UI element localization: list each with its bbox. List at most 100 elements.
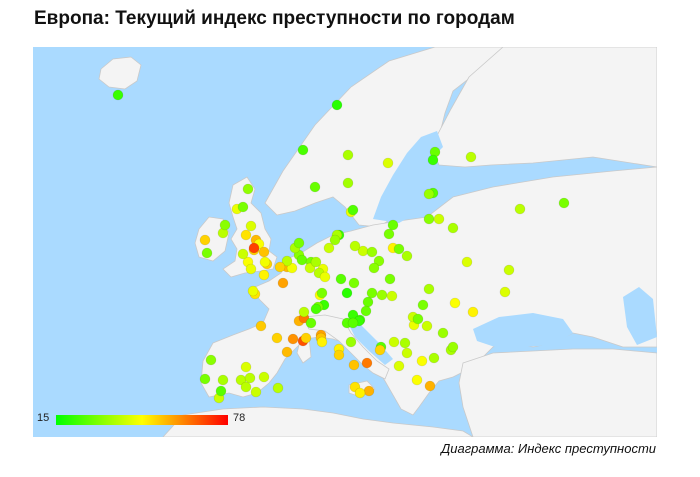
city-marker-dublin[interactable] — [199, 234, 211, 246]
city-marker-ghent[interactable] — [281, 255, 293, 267]
city-marker-zaragoza[interactable] — [244, 372, 256, 384]
city-marker-hanover[interactable] — [329, 234, 341, 246]
city-marker-oslo[interactable] — [342, 149, 354, 161]
city-marker-dusseldorf[interactable] — [310, 256, 322, 268]
city-marker-lille[interactable] — [274, 261, 286, 273]
europe-map[interactable] — [33, 47, 657, 437]
city-marker-stuttgart[interactable] — [316, 287, 328, 299]
city-marker-uppsala[interactable] — [342, 177, 354, 189]
city-marker-rennes[interactable] — [247, 285, 259, 297]
city-marker-saint-petersburg[interactable] — [465, 151, 477, 163]
city-marker-tallinn[interactable] — [423, 213, 435, 225]
city-marker-alicante[interactable] — [250, 386, 262, 398]
city-marker-poznan[interactable] — [366, 246, 378, 258]
city-marker-london[interactable] — [258, 246, 270, 258]
city-marker-tirana[interactable] — [393, 360, 405, 372]
city-marker-timisoara[interactable] — [412, 313, 424, 325]
city-marker-plovdiv[interactable] — [428, 352, 440, 364]
city-marker-nizhny-novgorod[interactable] — [558, 197, 570, 209]
city-marker-galway[interactable] — [201, 247, 213, 259]
city-marker-zagreb[interactable] — [360, 305, 372, 317]
city-marker-lviv[interactable] — [423, 283, 435, 295]
city-marker-stockholm[interactable] — [382, 157, 394, 169]
city-marker-edinburgh[interactable] — [242, 183, 254, 195]
city-marker-vienna[interactable] — [362, 296, 374, 308]
city-marker-montpellier[interactable] — [287, 333, 299, 345]
city-marker-copenhagen[interactable] — [347, 204, 359, 216]
city-marker-venice[interactable] — [345, 336, 357, 348]
city-marker-minsk[interactable] — [387, 219, 399, 231]
city-marker-bergen[interactable] — [297, 144, 309, 156]
city-marker-antwerp[interactable] — [286, 262, 298, 274]
city-marker-nuremberg[interactable] — [335, 273, 347, 285]
city-marker-gdansk[interactable] — [383, 228, 395, 240]
city-marker-southampton[interactable] — [245, 263, 257, 275]
map-area[interactable]: 15 78 — [33, 47, 657, 437]
city-marker-thessaloniki[interactable] — [411, 374, 423, 386]
city-marker-bremen[interactable] — [323, 242, 335, 254]
city-marker-kharkiv[interactable] — [503, 264, 515, 276]
city-marker-stavanger[interactable] — [309, 181, 321, 193]
city-marker-toulouse[interactable] — [271, 332, 283, 344]
city-marker-kaunas[interactable] — [447, 222, 459, 234]
city-marker-wroclaw[interactable] — [368, 262, 380, 274]
city-marker-bern[interactable] — [310, 303, 322, 315]
city-marker-odesa[interactable] — [467, 306, 479, 318]
city-marker-florence[interactable] — [333, 349, 345, 361]
city-marker-valletta[interactable] — [354, 387, 366, 399]
city-marker-valencia[interactable] — [258, 371, 270, 383]
city-marker-cluj-napoca[interactable] — [417, 299, 429, 311]
city-marker-faro[interactable] — [215, 385, 227, 397]
city-marker-riga[interactable] — [433, 213, 445, 225]
city-marker-prague[interactable] — [348, 277, 360, 289]
city-marker-newcastle[interactable] — [245, 220, 257, 232]
city-marker-athens[interactable] — [424, 380, 436, 392]
city-marker-dnipro[interactable] — [499, 286, 511, 298]
city-marker-lodz[interactable] — [401, 250, 413, 262]
city-marker-trondheim[interactable] — [331, 99, 343, 111]
city-marker-podgorica[interactable] — [399, 337, 411, 349]
city-marker-bordeaux[interactable] — [255, 320, 267, 332]
city-marker-reykjavik[interactable] — [112, 89, 124, 101]
city-marker-rouen[interactable] — [258, 269, 270, 281]
city-marker-paris[interactable] — [277, 277, 289, 289]
city-marker-bilbao[interactable] — [217, 374, 229, 386]
city-marker-turin[interactable] — [300, 332, 312, 344]
city-marker-lisbon[interactable] — [199, 373, 211, 385]
city-marker-bucharest[interactable] — [421, 320, 433, 332]
city-marker-sarajevo[interactable] — [388, 336, 400, 348]
city-marker-leeds[interactable] — [240, 229, 252, 241]
city-marker-brighton[interactable] — [259, 256, 271, 268]
city-marker-aberdeen[interactable] — [237, 201, 249, 213]
city-marker-madrid[interactable] — [240, 361, 252, 373]
city-marker-skopje[interactable] — [401, 347, 413, 359]
city-marker-palma[interactable] — [272, 382, 284, 394]
city-marker-krakow[interactable] — [384, 273, 396, 285]
city-marker-geneva[interactable] — [298, 306, 310, 318]
city-marker-naples[interactable] — [361, 357, 373, 369]
city-marker-varna[interactable] — [447, 341, 459, 353]
city-marker-moscow[interactable] — [514, 203, 526, 215]
city-marker-barcelona[interactable] — [281, 346, 293, 358]
city-marker-munich[interactable] — [341, 287, 353, 299]
city-marker-catania[interactable] — [363, 385, 375, 397]
city-marker-warsaw[interactable] — [393, 243, 405, 255]
city-marker-genoa[interactable] — [316, 336, 328, 348]
city-marker-cork[interactable] — [219, 219, 231, 231]
city-marker-brno[interactable] — [366, 287, 378, 299]
city-marker-tampere[interactable] — [427, 154, 439, 166]
city-marker-dresden[interactable] — [373, 255, 385, 267]
city-marker-leipzig[interactable] — [349, 240, 361, 252]
city-marker-vilnius[interactable] — [423, 188, 435, 200]
city-marker-porto[interactable] — [205, 354, 217, 366]
city-marker-sofia[interactable] — [416, 355, 428, 367]
city-marker-frankfurt[interactable] — [319, 271, 331, 283]
city-marker-bratislava[interactable] — [376, 289, 388, 301]
city-marker-chisinau[interactable] — [449, 297, 461, 309]
city-marker-iasi[interactable] — [437, 327, 449, 339]
city-marker-granada[interactable] — [240, 381, 252, 393]
city-marker-lausanne[interactable] — [305, 317, 317, 329]
city-marker-bari[interactable] — [374, 344, 386, 356]
city-marker-trieste[interactable] — [347, 317, 359, 329]
city-marker-utrecht[interactable] — [296, 254, 308, 266]
